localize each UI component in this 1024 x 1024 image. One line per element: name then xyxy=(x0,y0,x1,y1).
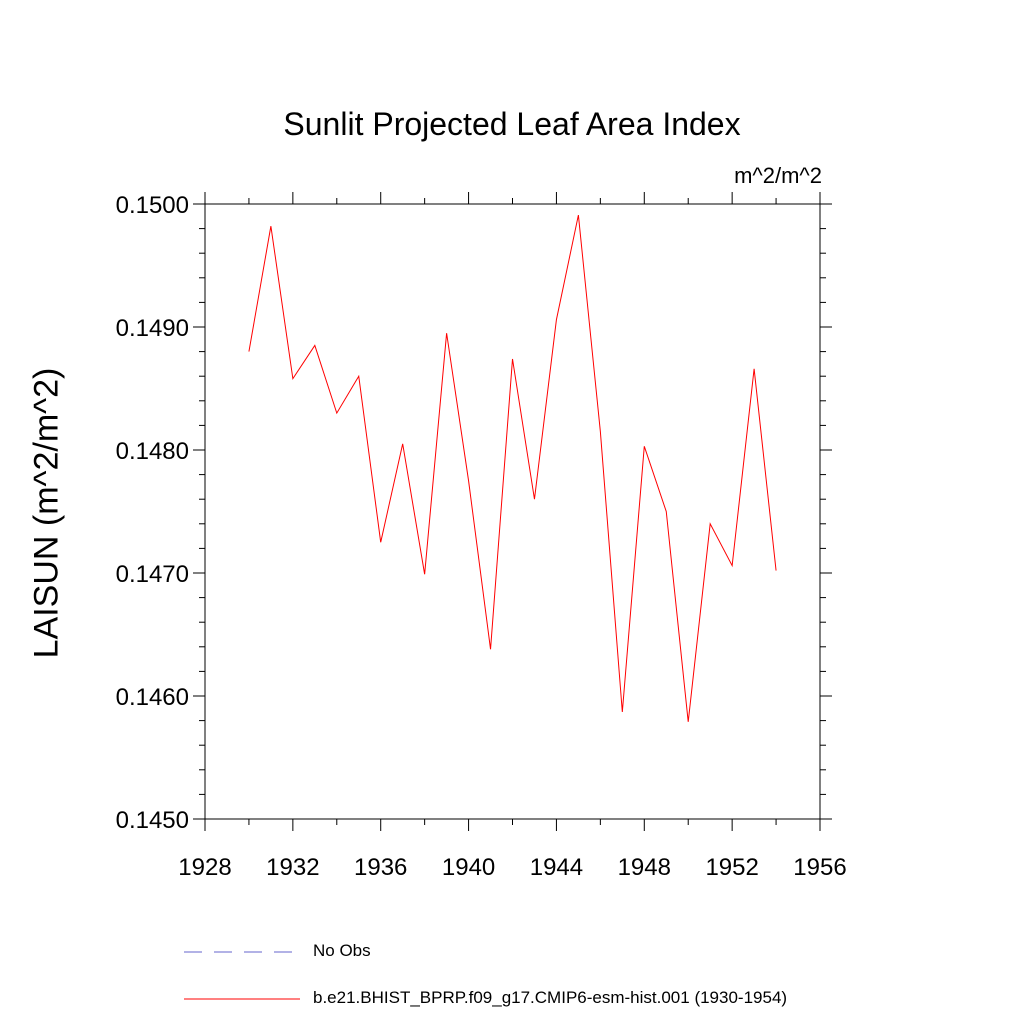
x-tick-label: 1952 xyxy=(705,854,758,881)
x-tick-label: 1948 xyxy=(618,854,671,881)
x-tick-label: 1932 xyxy=(266,854,319,881)
y-tick-label: 0.1460 xyxy=(116,684,189,711)
legend xyxy=(184,951,300,1000)
y-tick-label: 0.1490 xyxy=(116,315,189,342)
plot-area xyxy=(248,214,777,722)
series-line xyxy=(248,214,777,722)
x-tick-label: 1944 xyxy=(530,854,583,881)
chart-title: Sunlit Projected Leaf Area Index xyxy=(283,106,741,142)
plot-frame xyxy=(204,203,821,820)
x-tick-label: 1928 xyxy=(178,854,231,881)
y-tick-label: 0.1450 xyxy=(116,807,189,834)
axes: 0.1450 0.1460 0.1470 0.1480 0.1490 0.1500 1928… xyxy=(116,192,847,881)
x-tick-label: 1956 xyxy=(793,854,846,881)
units-label: m^2/m^2 xyxy=(734,163,822,188)
legend-label: No Obs xyxy=(313,941,371,960)
y-tick-label: 0.1470 xyxy=(116,561,189,588)
x-tick-label: 1940 xyxy=(442,854,495,881)
legend-label: b.e21.BHIST_BPRP.f09_g17.CMIP6-esm-hist.… xyxy=(313,988,788,1007)
y-tick-label: 0.1480 xyxy=(116,438,189,465)
x-tick-label: 1936 xyxy=(354,854,407,881)
y-tick-label: 0.1500 xyxy=(116,192,189,219)
